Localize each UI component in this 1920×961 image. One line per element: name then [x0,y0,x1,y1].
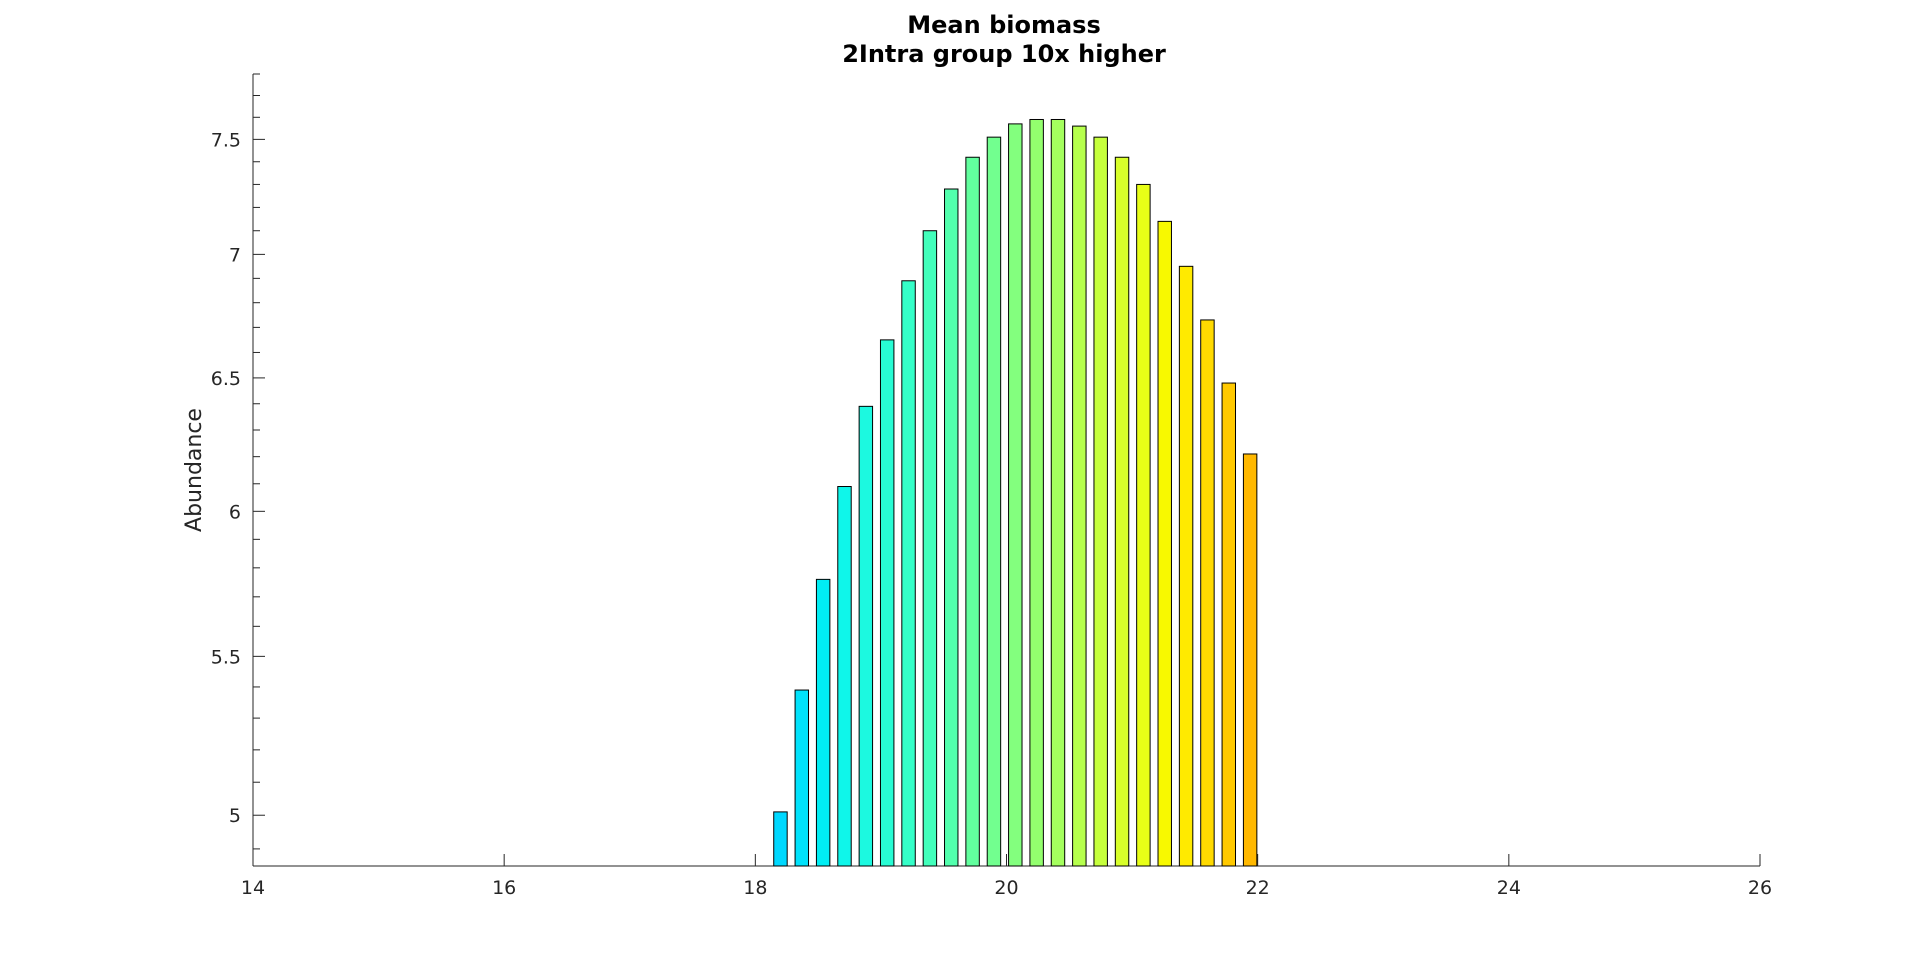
bar [879,339,895,867]
bar [815,578,831,867]
y-axis: 5 5.5 6 6.5 7 7.5 [211,73,265,866]
bar [1050,118,1066,867]
x-tick-label: 14 [241,877,265,899]
x-axis: 14 16 18 20 22 24 26 [241,854,1772,899]
bar [794,689,810,867]
x-tick-label: 24 [1497,877,1521,899]
bar [901,280,916,867]
bar [773,811,788,867]
y-tick-label: 6 [229,501,241,523]
bar [1242,453,1258,867]
y-tick-label: 5.5 [211,646,241,668]
x-tick-label: 16 [492,877,516,899]
y-tick-label: 5 [229,805,241,827]
bar [944,188,959,867]
bar [1093,136,1108,867]
x-tick-label: 20 [994,877,1018,899]
y-tick-label: 6.5 [211,368,241,390]
bar [986,136,1002,867]
bar [1200,319,1215,867]
bar [1178,265,1194,867]
bar [1136,183,1151,867]
chart-subtitle: 2Intra group 10x higher [842,40,1166,68]
bar [837,486,852,867]
bar [1008,123,1023,867]
bar [858,405,874,867]
y-tick-label: 7.5 [211,129,241,151]
bar [1157,220,1172,867]
x-tick-label: 18 [743,877,767,899]
x-tick-label: 26 [1748,877,1772,899]
chart-title: Mean biomass [907,11,1100,39]
y-tick-label: 7 [229,244,241,266]
bar [1114,156,1130,867]
bars [773,118,1258,867]
bar [1221,382,1237,867]
bar [1029,118,1044,867]
bar [922,230,938,867]
bar [1072,125,1087,867]
x-tick-label: 22 [1246,877,1270,899]
bar [965,156,980,867]
y-axis-label: Abundance [182,408,207,532]
